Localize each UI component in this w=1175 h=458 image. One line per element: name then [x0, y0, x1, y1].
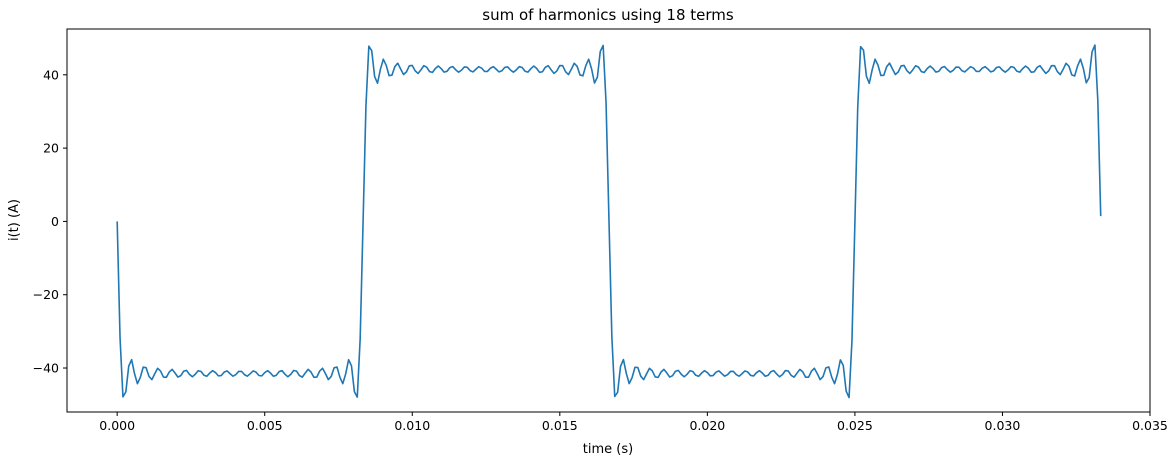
x-tick-label: 0.015 [542, 418, 578, 433]
x-tick-label: 0.005 [247, 418, 283, 433]
plot-frame [66, 28, 1151, 413]
y-axis-label: i(t) (A) [7, 199, 22, 241]
plot-area [67, 29, 1150, 412]
x-tick-label: 0.030 [985, 418, 1021, 433]
y-tick-label: 20 [43, 141, 59, 156]
x-tick-label: 0.010 [394, 418, 430, 433]
y-tick-label: −40 [33, 361, 59, 376]
x-axis-label: time (s) [583, 442, 633, 457]
x-tick-label: 0.020 [689, 418, 725, 433]
x-axis-ticks: 0.000 0.005 0.010 0.015 0.020 0.025 0.030 0.035 [99, 412, 1168, 433]
x-tick-label: 0.025 [837, 418, 873, 433]
series-line [116, 44, 1102, 399]
y-tick-label: 0 [51, 214, 59, 229]
x-tick-label: 0.000 [99, 418, 135, 433]
x-tick-label: 0.035 [1132, 418, 1168, 433]
y-axis-ticks: −40 −20 0 20 40 [33, 67, 67, 376]
y-tick-label: −20 [33, 287, 59, 302]
chart-title: sum of harmonics using 18 terms [482, 6, 734, 24]
y-tick-label: 40 [43, 67, 59, 82]
